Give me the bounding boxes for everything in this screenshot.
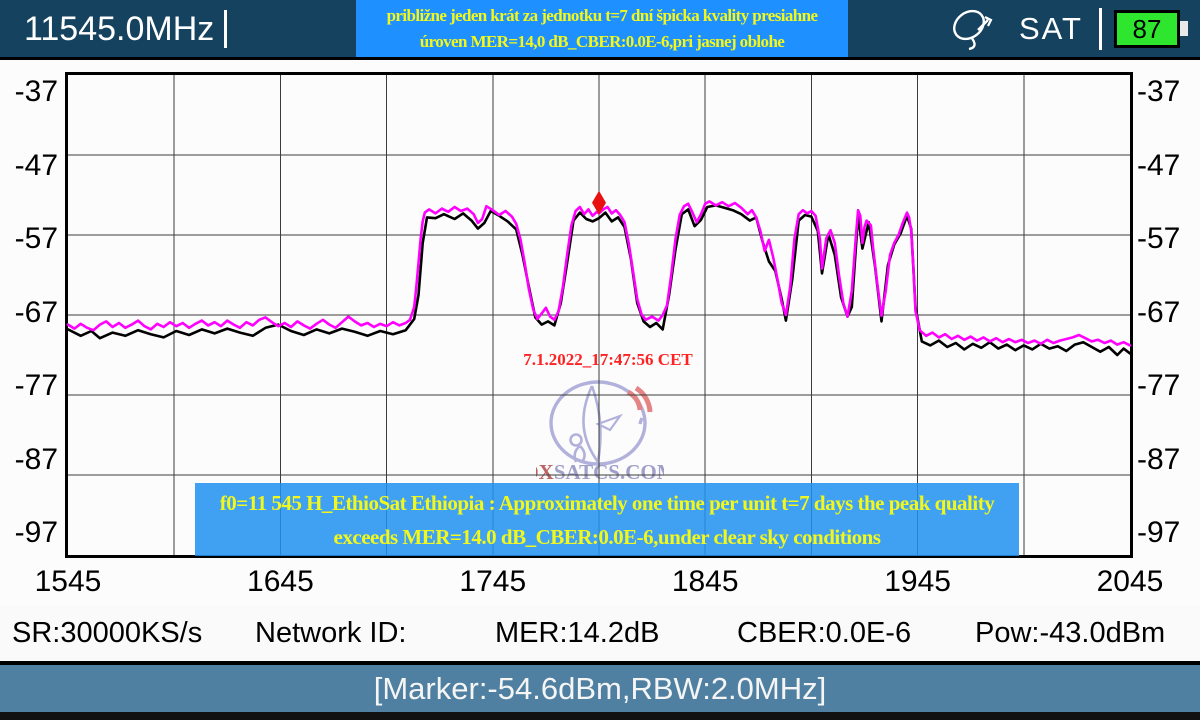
y-axis-label-left: -67 [14, 295, 58, 329]
cber-value: CBER:0.0E-6 [737, 617, 912, 649]
mer-value: MER:14.2dB [495, 617, 660, 649]
satellite-dish-icon [953, 9, 993, 50]
dxsatcs-logo-watermark: DXSATCS.COM [536, 380, 664, 484]
live-trace [66, 204, 1132, 357]
marker-diamond [592, 190, 606, 215]
footer-separator-line [0, 661, 1200, 665]
y-axis-label-left: -57 [14, 222, 58, 255]
x-axis-label: 1845 [671, 565, 739, 598]
header-separator [1099, 7, 1102, 50]
marker-readout: [Marker:-54.6dBm,RBW:2.0MHz] [373, 671, 827, 706]
x-axis-label: 2045 [1096, 565, 1164, 598]
network-id-value: Network ID: [255, 617, 407, 649]
battery-indicator: 87 [1114, 9, 1180, 48]
x-axis-label: 1545 [34, 565, 102, 598]
sat-mode-label: SAT [1019, 10, 1083, 46]
y-axis-label-right: -67 [1137, 295, 1181, 329]
y-axis-label-right: -77 [1137, 369, 1181, 402]
text-cursor [224, 10, 228, 48]
logo-text: DXSATCS.COM [536, 460, 664, 484]
banner-line-1: približne jeden krát za jednotku t=7 dní… [386, 5, 818, 25]
y-axis-label-right: -47 [1137, 148, 1181, 182]
frequency-display[interactable]: 11545.0MHz [24, 9, 228, 49]
spectrum-plot [65, 72, 1133, 558]
x-axis-label: 1745 [459, 565, 527, 598]
plot-border [65, 72, 1133, 558]
x-axis-label: 1645 [247, 565, 314, 598]
power-value: Pow:-43.0dBm [975, 617, 1166, 649]
y-axis-label-right: -57 [1137, 222, 1181, 255]
y-axis-label-left: -87 [14, 442, 58, 476]
header-bar: 11545.0MHz približne jeden krát za jedno… [0, 0, 1200, 60]
bottom-strip [0, 712, 1200, 720]
y-axis-label-right: -37 [1137, 75, 1181, 108]
y-axis-label-right: -97 [1137, 516, 1181, 549]
max-hold-trace [66, 200, 1132, 347]
footer-bar: [Marker:-54.6dBm,RBW:2.0MHz] [0, 665, 1200, 712]
annotation-line-1: f0=11 545 H_EthioSat Ethiopia : Approxim… [219, 490, 995, 515]
info-banner: približne jeden krát za jednotku t=7 dní… [356, 0, 848, 57]
battery-nub [1180, 21, 1188, 36]
battery-percent: 87 [1132, 13, 1162, 44]
status-row: SR:30000KS/s Network ID: MER:14.2dB CBER… [0, 605, 1200, 661]
frequency-value: 11545.0MHz [24, 10, 215, 48]
timestamp-label: 7.1.2022_17:47:56 CET [523, 350, 693, 369]
annotation-line-2: exceeds MER=14.0 dB_CBER:0.0E-6,under cl… [333, 524, 881, 549]
y-axis-label-left: -37 [14, 75, 58, 108]
logo-text-dx: DX [536, 460, 554, 484]
x-axis-label: 1945 [884, 565, 951, 598]
y-axis-label-left: -47 [14, 148, 58, 182]
y-axis-label-left: -97 [14, 516, 58, 549]
y-axis-label-right: -87 [1137, 442, 1181, 476]
banner-line-2: úroven MER=14,0 dB_CBER:0.0E-6,pri jasne… [419, 31, 785, 51]
y-axis-label-left: -77 [14, 369, 58, 402]
symbol-rate-value: SR:30000KS/s [12, 617, 203, 649]
header-right-group: SAT 87 [949, 0, 1188, 57]
annotation-note: f0=11 545 H_EthioSat Ethiopia : Approxim… [195, 483, 1019, 556]
chart-area: DXSATCS.COM 7.1.2022_17:47:56 CET f0=11 … [0, 60, 1200, 605]
logo-text-rest: SATCS.COM [554, 460, 664, 484]
